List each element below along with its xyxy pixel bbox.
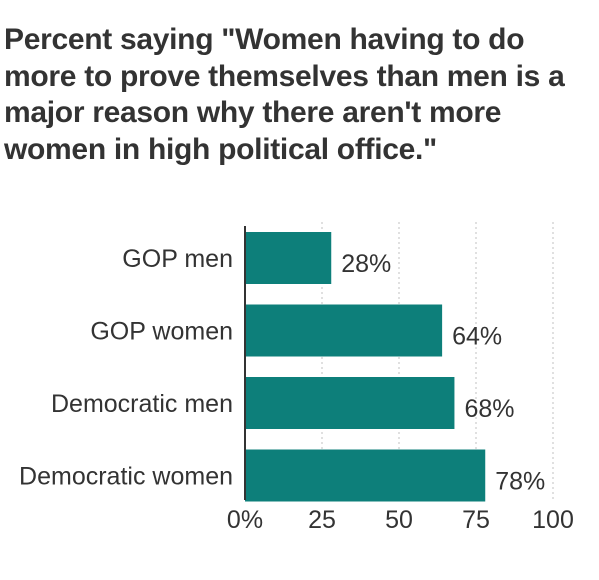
x-tick-label: 100 bbox=[532, 506, 574, 534]
x-tick-label: 0% bbox=[227, 506, 263, 534]
chart-title: Percent saying "Women having to do more … bbox=[4, 23, 565, 166]
x-tick-label: 25 bbox=[308, 506, 336, 534]
bar bbox=[245, 304, 443, 357]
value-labels: 28% 64% 68% 78% bbox=[341, 250, 545, 496]
category-label: Democratic women bbox=[19, 463, 233, 491]
bar bbox=[245, 377, 455, 429]
bars bbox=[245, 232, 486, 502]
value-label: 28% bbox=[341, 250, 391, 278]
value-label: 78% bbox=[495, 468, 545, 496]
bar bbox=[245, 232, 332, 284]
x-tick-label: 75 bbox=[462, 506, 490, 534]
value-label: 68% bbox=[464, 395, 514, 423]
value-label: 64% bbox=[452, 323, 502, 351]
category-label: GOP women bbox=[90, 318, 233, 346]
x-axis-ticks: 0% 25 50 75 100 bbox=[227, 506, 574, 534]
category-label: GOP men bbox=[122, 245, 233, 273]
category-label: Democratic men bbox=[51, 390, 233, 418]
category-labels: GOP men GOP women Democratic men Democratic… bbox=[19, 245, 233, 491]
x-tick-label: 50 bbox=[385, 506, 413, 534]
bar bbox=[245, 449, 486, 502]
